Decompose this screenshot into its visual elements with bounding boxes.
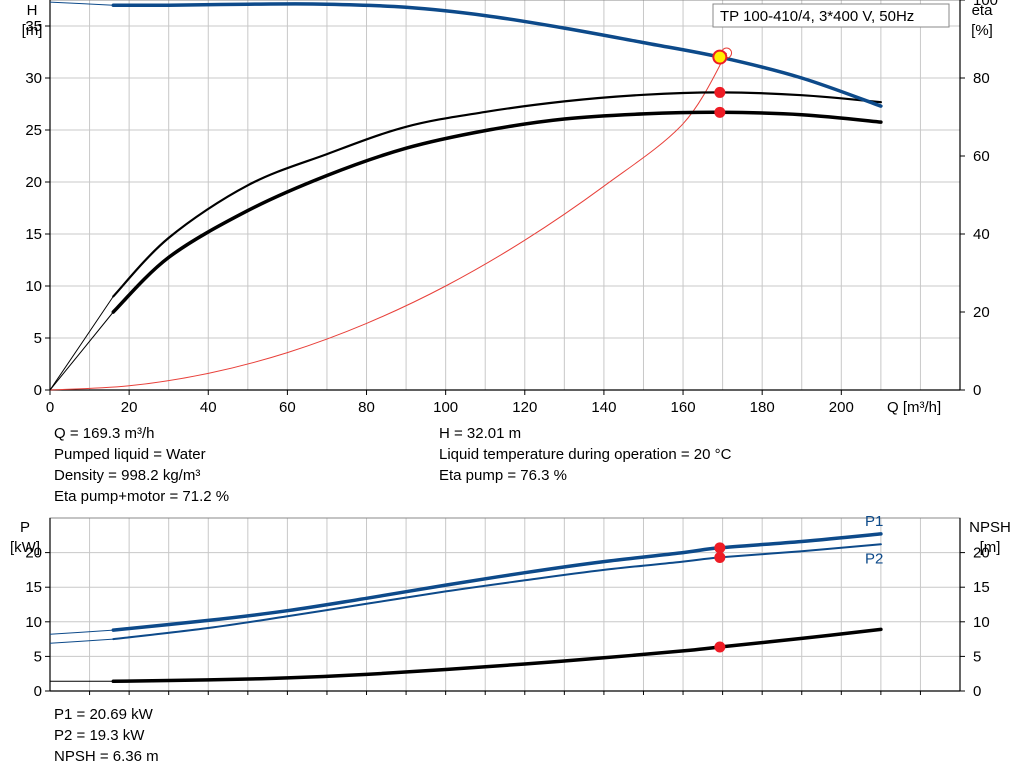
left-tick-label: 5: [34, 648, 42, 665]
right-axis-title: NPSH: [969, 519, 1011, 536]
eta-pump-curve: [112, 91, 882, 298]
right-axis-unit: [%]: [971, 22, 993, 39]
eta-total-curve: [111, 110, 883, 314]
x-tick-label: 200: [829, 399, 854, 416]
power-npsh-chart: 0 5 10 15 20 0 5 10 15 20 P [kW] NPSH [m] P1 P2: [10, 513, 1011, 700]
left-tick-label: 20: [25, 545, 42, 562]
info-bottom-col1: P1 = 20.69 kW P2 = 19.3 kW NPSH = 6.36 m: [54, 704, 159, 767]
left-axis-unit: [m]: [22, 22, 43, 39]
eta-pump-marker: [714, 86, 726, 98]
model-box: TP 100-410/4, 3*400 V, 50Hz: [712, 3, 950, 28]
p2-marker: [714, 551, 726, 563]
info-temperature: Liquid temperature during operation = 20…: [439, 446, 732, 463]
p1-series-label: P1: [865, 513, 883, 530]
eta-total-curve-extension: [49, 311, 114, 391]
x-tick-label: 80: [358, 399, 375, 416]
x-tick-label: 20: [121, 399, 138, 416]
left-tick-label: 35: [25, 18, 42, 35]
left-tick-label: 0: [34, 382, 42, 399]
info-npsh: NPSH = 6.36 m: [54, 748, 159, 765]
left-axis-title: P: [20, 519, 30, 536]
x-tick-label: 180: [750, 399, 775, 416]
right-tick-label: 40: [973, 226, 990, 243]
right-tick-label: 10: [973, 614, 990, 631]
p2-series-label: P2: [865, 550, 883, 567]
p1-marker: [714, 542, 726, 554]
right-tick-label: 20: [973, 545, 990, 562]
info-head: H = 32.01 m: [439, 425, 522, 442]
left-tick-label: 15: [25, 579, 42, 596]
npsh-curve: [111, 627, 883, 684]
right-tick-label: 60: [973, 148, 990, 165]
left-tick-label: 25: [25, 122, 42, 139]
info-density: Density = 998.2 kg/m³: [54, 467, 201, 484]
left-axis-title: H: [27, 2, 38, 19]
x-tick-label: 140: [591, 399, 616, 416]
head-curve-extension: [49, 1, 114, 6]
right-tick-label: 80: [973, 70, 990, 87]
right-axis-title: eta: [972, 2, 994, 19]
info-eta-total: Eta pump+motor = 71.2 %: [54, 488, 230, 505]
left-tick-label: 10: [25, 278, 42, 295]
left-tick-label: 5: [34, 330, 42, 347]
eta-total-marker: [714, 106, 726, 118]
x-tick-label: 100: [433, 399, 458, 416]
info-p2: P2 = 19.3 kW: [54, 727, 145, 744]
head-curve: [111, 2, 883, 108]
left-tick-label: 10: [25, 614, 42, 631]
left-tick-label: 15: [25, 226, 42, 243]
p1-curve: [111, 532, 883, 632]
duty-point-marker: [712, 49, 728, 65]
npsh-marker: [714, 641, 726, 653]
x-tick-label: 60: [279, 399, 296, 416]
right-tick-label: 0: [973, 382, 981, 399]
x-tick-label: 40: [200, 399, 217, 416]
pump-model-label: TP 100-410/4, 3*400 V, 50Hz: [720, 8, 914, 25]
x-tick-label: 120: [512, 399, 537, 416]
plot-frame: [49, 0, 961, 391]
info-p1: P1 = 20.69 kW: [54, 706, 153, 723]
info-eta-pump: Eta pump = 76.3 %: [439, 467, 567, 484]
x-tick-label: 0: [46, 399, 54, 416]
left-axis-unit: [kW]: [10, 539, 40, 556]
info-top-col1: Q = 169.3 m³/h Pumped liquid = Water Den…: [54, 423, 229, 507]
left-tick-label: 20: [25, 174, 42, 191]
info-liquid: Pumped liquid = Water: [54, 446, 206, 463]
x-axis-label: Q [m³/h]: [887, 399, 941, 416]
p2-curve: [112, 543, 882, 641]
p1-curve-extension: [49, 629, 114, 635]
right-axis-unit: [m]: [980, 539, 1001, 556]
right-tick-label: 100: [973, 0, 998, 9]
p2-curve-extension: [49, 638, 114, 644]
system-curve: [49, 52, 728, 391]
right-tick-label: 5: [973, 648, 981, 665]
left-tick-label: 30: [25, 70, 42, 87]
right-tick-label: 20: [973, 304, 990, 321]
qh-eta-chart: 0 5 10 15 20 25 30 35 0 20 40 60 80 100 0 20 40 60 80 100 12…: [22, 0, 998, 416]
x-tick-label: 160: [671, 399, 696, 416]
info-flow: Q = 169.3 m³/h: [54, 425, 155, 442]
right-tick-label: 15: [973, 579, 990, 596]
left-tick-label: 0: [34, 683, 42, 700]
info-top-col2: H = 32.01 m Liquid temperature during op…: [439, 423, 731, 486]
right-tick-label: 0: [973, 683, 981, 700]
eta-pump-curve-extension: [49, 296, 114, 391]
